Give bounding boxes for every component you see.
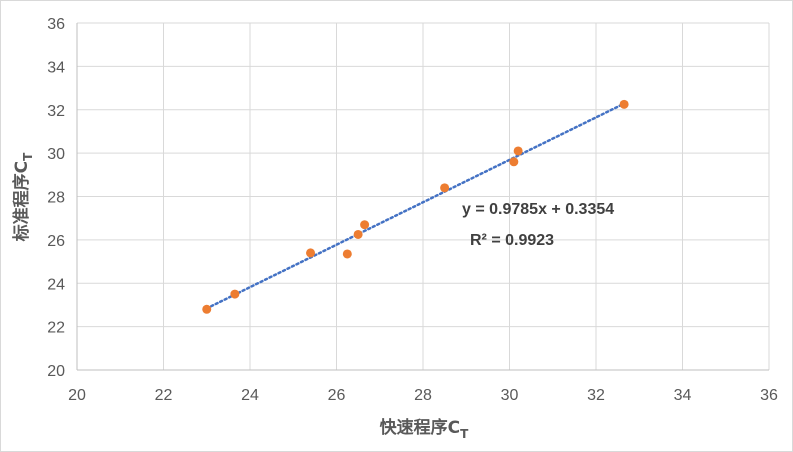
x-tick-label: 26: [328, 387, 346, 404]
x-tick-label: 20: [68, 387, 86, 404]
x-tick-label: 34: [674, 387, 692, 404]
y-tick-label: 28: [47, 190, 65, 207]
x-tick-label: 28: [414, 387, 432, 404]
y-axis-title: 标准程序CT: [11, 152, 35, 241]
trendline: [205, 102, 626, 310]
y-tick-label: 36: [47, 16, 65, 33]
y-tick-label: 30: [47, 146, 65, 163]
y-tick-label: 34: [47, 59, 65, 76]
data-point: [230, 289, 240, 299]
data-point: [360, 220, 370, 230]
x-axis-title-main: 快速程序C: [380, 417, 460, 438]
trendline-path: [205, 102, 626, 310]
x-tick-label: 24: [241, 387, 259, 404]
data-point: [202, 304, 212, 314]
y-tick-label: 24: [47, 276, 65, 293]
data-point: [353, 229, 363, 239]
y-tick-label: 32: [47, 103, 65, 120]
data-point: [619, 99, 629, 109]
x-tick-label: 22: [155, 387, 173, 404]
y-tick-label: 26: [47, 233, 65, 250]
x-axis-title-sub: T: [460, 427, 469, 441]
x-tick-label: 32: [587, 387, 605, 404]
r-squared-label: R² = 0.9923: [470, 232, 554, 249]
x-axis-title: 快速程序CT: [380, 417, 469, 441]
gridlines: [76, 22, 770, 371]
trendline-equation: y = 0.9785x + 0.3354: [462, 201, 614, 218]
data-point: [509, 157, 519, 167]
x-tick-label: 30: [501, 387, 519, 404]
data-point: [306, 248, 316, 258]
tick-labels: 20 22 24 26 28 30 32 34 36 20 22 24 26 28 30 32 34 36: [47, 16, 778, 404]
data-points: [202, 99, 629, 314]
data-point: [513, 146, 523, 156]
y-tick-label: 20: [47, 363, 65, 380]
data-point: [440, 183, 450, 193]
y-tick-label: 22: [47, 320, 65, 337]
data-point: [342, 249, 352, 259]
x-tick-label: 36: [760, 387, 778, 404]
y-axis-title-main: 标准程序C: [11, 161, 32, 241]
y-axis-title-sub: T: [21, 152, 35, 161]
